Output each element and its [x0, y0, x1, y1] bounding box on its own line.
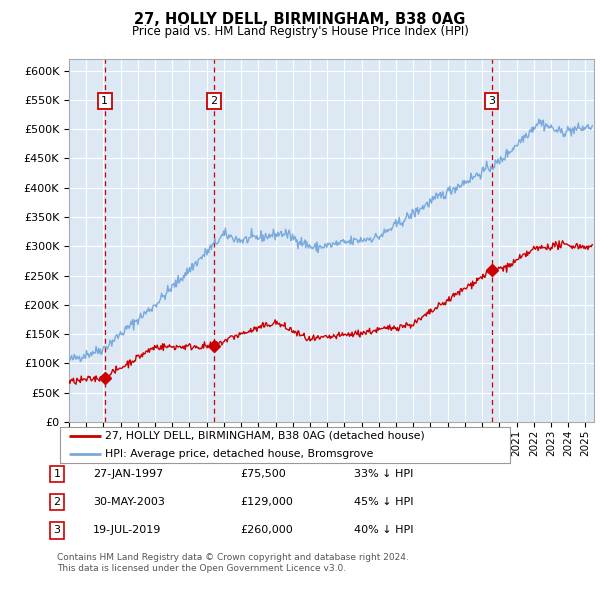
Text: £260,000: £260,000 — [240, 526, 293, 535]
Text: 2: 2 — [210, 96, 217, 106]
Text: 30-MAY-2003: 30-MAY-2003 — [93, 497, 165, 507]
Text: 45% ↓ HPI: 45% ↓ HPI — [354, 497, 413, 507]
Text: 3: 3 — [53, 526, 61, 535]
Text: Contains HM Land Registry data © Crown copyright and database right 2024.: Contains HM Land Registry data © Crown c… — [57, 553, 409, 562]
Text: 33% ↓ HPI: 33% ↓ HPI — [354, 469, 413, 478]
Text: HPI: Average price, detached house, Bromsgrove: HPI: Average price, detached house, Brom… — [105, 449, 373, 459]
Text: 19-JUL-2019: 19-JUL-2019 — [93, 526, 161, 535]
Text: 27-JAN-1997: 27-JAN-1997 — [93, 469, 163, 478]
Text: 27, HOLLY DELL, BIRMINGHAM, B38 0AG: 27, HOLLY DELL, BIRMINGHAM, B38 0AG — [134, 12, 466, 27]
Text: 27, HOLLY DELL, BIRMINGHAM, B38 0AG (detached house): 27, HOLLY DELL, BIRMINGHAM, B38 0AG (det… — [105, 431, 425, 441]
Text: £129,000: £129,000 — [240, 497, 293, 507]
Text: 1: 1 — [53, 469, 61, 478]
Text: Price paid vs. HM Land Registry's House Price Index (HPI): Price paid vs. HM Land Registry's House … — [131, 25, 469, 38]
Text: £75,500: £75,500 — [240, 469, 286, 478]
Text: 3: 3 — [488, 96, 495, 106]
Text: 1: 1 — [101, 96, 108, 106]
Text: This data is licensed under the Open Government Licence v3.0.: This data is licensed under the Open Gov… — [57, 565, 346, 573]
Text: 2: 2 — [53, 497, 61, 507]
Text: 40% ↓ HPI: 40% ↓ HPI — [354, 526, 413, 535]
